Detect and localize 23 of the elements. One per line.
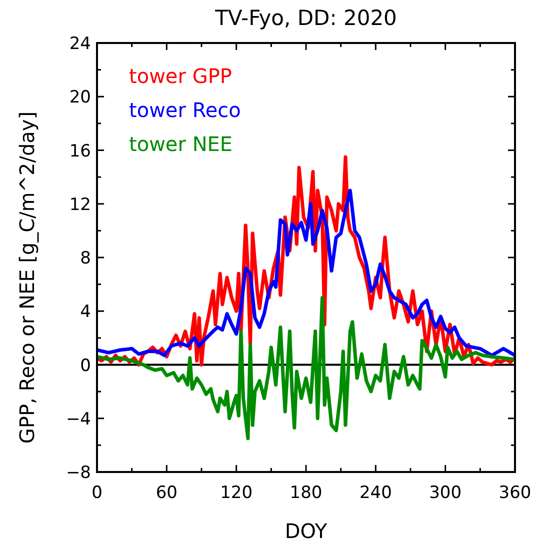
x-tick-label: 300: [429, 483, 462, 503]
text: tower GPP: [129, 64, 232, 88]
y-tick-label: −4: [66, 409, 91, 430]
x-axis-title: DOY: [284, 519, 328, 543]
y-tick-label: 24: [69, 34, 91, 54]
line-series: [97, 188, 515, 358]
text: tower NEE: [129, 132, 233, 156]
y-tick-label: 4: [80, 302, 91, 322]
y-tick-label: −8: [66, 463, 91, 483]
x-tick-label: 180: [290, 483, 322, 503]
y-tick-label: 16: [69, 141, 91, 162]
x-tick-label: 120: [220, 483, 253, 503]
chart-title: TV-Fyo, DD: 2020: [214, 6, 397, 30]
x-tick-label: 240: [359, 483, 392, 503]
y-tick-label: 8: [80, 248, 91, 268]
text: tower Reco: [129, 98, 241, 122]
y-tick-label: 0: [80, 356, 91, 376]
line-series: [97, 296, 515, 440]
x-tick-label: 360: [498, 483, 532, 503]
y-axis-title: GPP, Reco or NEE [g_C/m^2/day]: [15, 111, 39, 444]
y-tick-label: 20: [69, 88, 91, 108]
x-tick-label: 60: [156, 483, 178, 503]
y-tick-label: 12: [69, 194, 91, 215]
